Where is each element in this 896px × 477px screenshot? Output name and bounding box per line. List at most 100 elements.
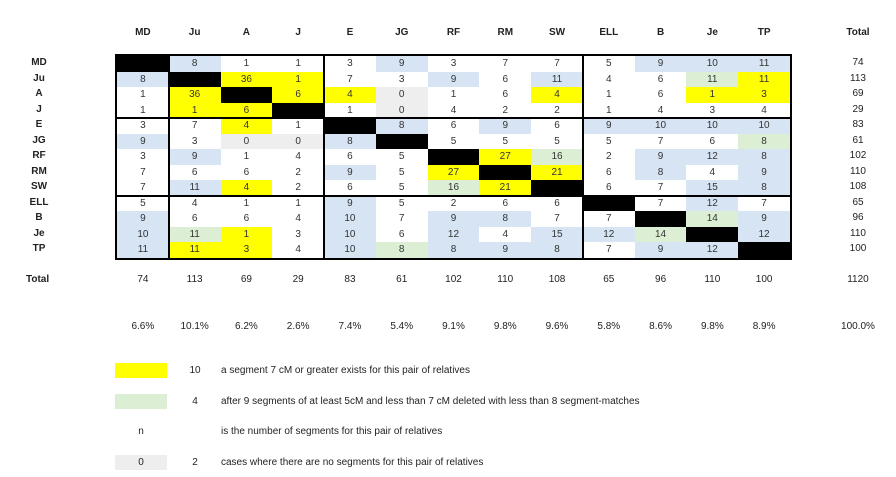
matrix-cell[interactable]: 7 [582, 211, 635, 227]
matrix-cell[interactable]: 4 [427, 102, 480, 118]
matrix-cell[interactable]: 2 [427, 195, 480, 211]
matrix-cell[interactable]: 8 [375, 242, 428, 258]
matrix-cell[interactable]: 9 [738, 211, 790, 227]
matrix-cell[interactable]: 9 [117, 211, 169, 227]
matrix-cell[interactable]: 7 [479, 56, 532, 72]
matrix-cell[interactable]: 4 [634, 102, 687, 118]
matrix-cell[interactable]: 12 [686, 149, 739, 165]
matrix-cell[interactable]: 7 [324, 71, 376, 87]
diagonal-cell[interactable] [479, 164, 532, 180]
matrix-cell[interactable]: 6 [531, 195, 583, 211]
matrix-cell[interactable]: 7 [634, 195, 687, 211]
matrix-cell[interactable]: 1 [272, 118, 325, 134]
matrix-cell[interactable]: 7 [117, 180, 169, 196]
matrix-cell[interactable]: 3 [117, 118, 169, 134]
matrix-cell[interactable]: 0 [375, 87, 428, 103]
diagonal-cell[interactable] [634, 211, 687, 227]
matrix-cell[interactable]: 8 [738, 149, 790, 165]
matrix-cell[interactable]: 10 [324, 226, 376, 242]
matrix-cell[interactable]: 5 [582, 56, 635, 72]
matrix-cell[interactable]: 4 [582, 71, 635, 87]
matrix-cell[interactable]: 8 [634, 164, 687, 180]
matrix-cell[interactable]: 4 [272, 211, 325, 227]
matrix-cell[interactable]: 2 [272, 164, 325, 180]
matrix-cell[interactable]: 9 [582, 118, 635, 134]
matrix-cell[interactable]: 9 [427, 71, 480, 87]
matrix-cell[interactable]: 2 [272, 180, 325, 196]
diagonal-cell[interactable] [531, 180, 583, 196]
matrix-cell[interactable]: 4 [479, 226, 532, 242]
matrix-cell[interactable]: 6 [324, 180, 376, 196]
matrix-cell[interactable]: 6 [324, 149, 376, 165]
matrix-cell[interactable]: 0 [220, 133, 273, 149]
matrix-cell[interactable]: 11 [168, 180, 221, 196]
matrix-cell[interactable]: 5 [375, 164, 428, 180]
matrix-cell[interactable]: 27 [427, 164, 480, 180]
matrix-cell[interactable]: 2 [531, 102, 583, 118]
matrix-cell[interactable]: 11 [738, 71, 790, 87]
matrix-cell[interactable]: 6 [375, 226, 428, 242]
matrix-cell[interactable]: 5 [117, 195, 169, 211]
matrix-cell[interactable]: 1 [427, 87, 480, 103]
matrix-cell[interactable]: 10 [634, 118, 687, 134]
matrix-cell[interactable]: 14 [686, 211, 739, 227]
matrix-cell[interactable]: 1 [272, 195, 325, 211]
matrix-cell[interactable]: 5 [582, 133, 635, 149]
diagonal-cell[interactable] [168, 71, 221, 87]
matrix-cell[interactable]: 6 [479, 195, 532, 211]
matrix-cell[interactable]: 4 [168, 195, 221, 211]
matrix-cell[interactable]: 4 [686, 164, 739, 180]
matrix-cell[interactable]: 6 [220, 211, 273, 227]
matrix-cell[interactable]: 7 [531, 56, 583, 72]
matrix-cell[interactable]: 7 [168, 118, 221, 134]
matrix-cell[interactable]: 4 [324, 87, 376, 103]
matrix-cell[interactable]: 3 [117, 149, 169, 165]
matrix-cell[interactable]: 9 [375, 56, 428, 72]
matrix-cell[interactable]: 10 [117, 226, 169, 242]
matrix-cell[interactable]: 5 [479, 133, 532, 149]
matrix-cell[interactable]: 8 [531, 242, 583, 258]
matrix-cell[interactable]: 4 [272, 242, 325, 258]
matrix-cell[interactable]: 3 [427, 56, 480, 72]
matrix-cell[interactable]: 1 [220, 195, 273, 211]
matrix-cell[interactable]: 3 [686, 102, 739, 118]
matrix-cell[interactable]: 9 [634, 56, 687, 72]
matrix-cell[interactable]: 1 [582, 102, 635, 118]
matrix-cell[interactable]: 10 [686, 118, 739, 134]
matrix-cell[interactable]: 6 [479, 71, 532, 87]
matrix-cell[interactable]: 3 [324, 56, 376, 72]
matrix-cell[interactable]: 7 [375, 211, 428, 227]
matrix-cell[interactable]: 9 [634, 149, 687, 165]
matrix-cell[interactable]: 7 [634, 133, 687, 149]
matrix-cell[interactable]: 6 [168, 211, 221, 227]
matrix-cell[interactable]: 4 [220, 118, 273, 134]
matrix-cell[interactable]: 9 [479, 242, 532, 258]
matrix-cell[interactable]: 1 [272, 56, 325, 72]
matrix-cell[interactable]: 21 [531, 164, 583, 180]
matrix-cell[interactable]: 10 [324, 242, 376, 258]
matrix-cell[interactable]: 4 [531, 87, 583, 103]
matrix-cell[interactable]: 8 [738, 133, 790, 149]
matrix-cell[interactable]: 1 [220, 56, 273, 72]
matrix-cell[interactable]: 11 [168, 226, 221, 242]
matrix-cell[interactable]: 7 [582, 242, 635, 258]
matrix-cell[interactable]: 14 [634, 226, 687, 242]
matrix-cell[interactable]: 11 [168, 242, 221, 258]
matrix-cell[interactable]: 9 [117, 133, 169, 149]
matrix-cell[interactable]: 4 [220, 180, 273, 196]
matrix-cell[interactable]: 1 [220, 149, 273, 165]
matrix-cell[interactable]: 8 [117, 71, 169, 87]
matrix-cell[interactable]: 1 [168, 102, 221, 118]
matrix-cell[interactable]: 8 [168, 56, 221, 72]
matrix-cell[interactable]: 5 [375, 149, 428, 165]
matrix-cell[interactable]: 0 [272, 133, 325, 149]
matrix-cell[interactable]: 1 [220, 226, 273, 242]
matrix-cell[interactable]: 5 [375, 195, 428, 211]
matrix-cell[interactable]: 16 [531, 149, 583, 165]
matrix-cell[interactable]: 6 [479, 87, 532, 103]
matrix-cell[interactable]: 7 [117, 164, 169, 180]
matrix-cell[interactable]: 11 [686, 71, 739, 87]
matrix-cell[interactable]: 12 [686, 242, 739, 258]
matrix-cell[interactable]: 10 [686, 56, 739, 72]
matrix-cell[interactable]: 7 [531, 211, 583, 227]
